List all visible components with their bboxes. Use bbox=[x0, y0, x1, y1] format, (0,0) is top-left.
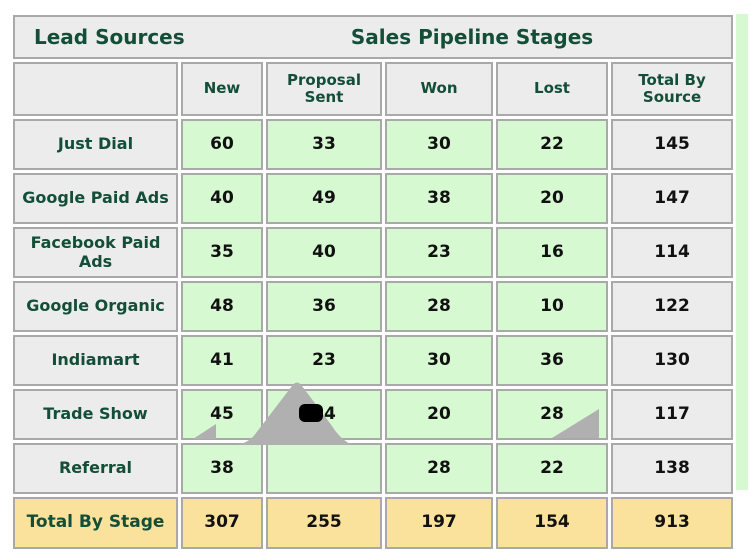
data-cell: 38 bbox=[181, 443, 263, 494]
title-cell: Lead Sources Sales Pipeline Stages bbox=[13, 15, 734, 59]
table-row: Google Organic 48 36 28 10 122 bbox=[13, 281, 734, 332]
data-cell: 28 bbox=[385, 443, 493, 494]
row-label: Just Dial bbox=[13, 119, 178, 170]
corner-title: Lead Sources bbox=[34, 24, 185, 49]
data-cell: 23 bbox=[266, 335, 382, 386]
data-cell: 20 bbox=[385, 389, 493, 440]
background-column-strip bbox=[736, 14, 748, 490]
column-header-new: New bbox=[181, 62, 263, 116]
data-cell: 30 bbox=[385, 335, 493, 386]
row-label: Indiamart bbox=[13, 335, 178, 386]
data-cell: 40 bbox=[181, 173, 263, 224]
stage-total-cell: 197 bbox=[385, 497, 493, 549]
data-cell: 24 bbox=[266, 389, 382, 440]
row-label: Google Paid Ads bbox=[13, 173, 178, 224]
table-row: Trade Show 45 24 20 28 117 bbox=[13, 389, 734, 440]
row-total-cell: 145 bbox=[611, 119, 734, 170]
row-total-cell: 138 bbox=[611, 443, 734, 494]
data-cell: 40 bbox=[266, 227, 382, 278]
data-cell: 10 bbox=[496, 281, 608, 332]
row-total-cell: 117 bbox=[611, 389, 734, 440]
data-cell: 16 bbox=[496, 227, 608, 278]
data-cell: 49 bbox=[266, 173, 382, 224]
data-cell: 33 bbox=[266, 119, 382, 170]
table-row: Google Paid Ads 40 49 38 20 147 bbox=[13, 173, 734, 224]
data-cell: 36 bbox=[266, 281, 382, 332]
corner-empty-cell bbox=[13, 62, 178, 116]
table-canvas: Lead Sources Sales Pipeline Stages New Pr… bbox=[10, 12, 748, 549]
row-total-cell: 147 bbox=[611, 173, 734, 224]
row-total-cell: 114 bbox=[611, 227, 734, 278]
column-header-row: New Proposal Sent Won Lost Total By Source bbox=[13, 62, 734, 116]
data-cell bbox=[266, 443, 382, 494]
row-total-cell: 130 bbox=[611, 335, 734, 386]
data-cell: 36 bbox=[496, 335, 608, 386]
data-cell: 20 bbox=[496, 173, 608, 224]
data-cell: 60 bbox=[181, 119, 263, 170]
stage-total-cell: 154 bbox=[496, 497, 608, 549]
data-cell: 23 bbox=[385, 227, 493, 278]
row-label: Referral bbox=[13, 443, 178, 494]
column-header-lost: Lost bbox=[496, 62, 608, 116]
data-cell: 48 bbox=[181, 281, 263, 332]
row-label: Trade Show bbox=[13, 389, 178, 440]
row-total-cell: 122 bbox=[611, 281, 734, 332]
table-title: Sales Pipeline Stages bbox=[350, 24, 594, 49]
stage-total-cell: 307 bbox=[181, 497, 263, 549]
column-header-proposal-sent: Proposal Sent bbox=[266, 62, 382, 116]
column-header-total-by-source: Total By Source bbox=[611, 62, 734, 116]
data-cell: 22 bbox=[496, 443, 608, 494]
table-row: Just Dial 60 33 30 22 145 bbox=[13, 119, 734, 170]
footer-label: Total By Stage bbox=[13, 497, 178, 549]
stage-total-cell: 255 bbox=[266, 497, 382, 549]
sales-pipeline-table: Lead Sources Sales Pipeline Stages New Pr… bbox=[10, 12, 736, 552]
data-cell: 41 bbox=[181, 335, 263, 386]
data-cell: 28 bbox=[385, 281, 493, 332]
row-label: Facebook Paid Ads bbox=[13, 227, 178, 278]
table-row: Facebook Paid Ads 35 40 23 16 114 bbox=[13, 227, 734, 278]
table-row: Indiamart 41 23 30 36 130 bbox=[13, 335, 734, 386]
data-cell: 35 bbox=[181, 227, 263, 278]
total-by-stage-row: Total By Stage 307 255 197 154 913 bbox=[13, 497, 734, 549]
stage-total-cell: 913 bbox=[611, 497, 734, 549]
data-cell: 38 bbox=[385, 173, 493, 224]
title-row: Lead Sources Sales Pipeline Stages bbox=[13, 15, 734, 59]
table-row: Referral 38 28 22 138 bbox=[13, 443, 734, 494]
row-label: Google Organic bbox=[13, 281, 178, 332]
data-cell: 28 bbox=[496, 389, 608, 440]
column-header-won: Won bbox=[385, 62, 493, 116]
data-cell: 22 bbox=[496, 119, 608, 170]
data-cell: 30 bbox=[385, 119, 493, 170]
data-cell: 45 bbox=[181, 389, 263, 440]
